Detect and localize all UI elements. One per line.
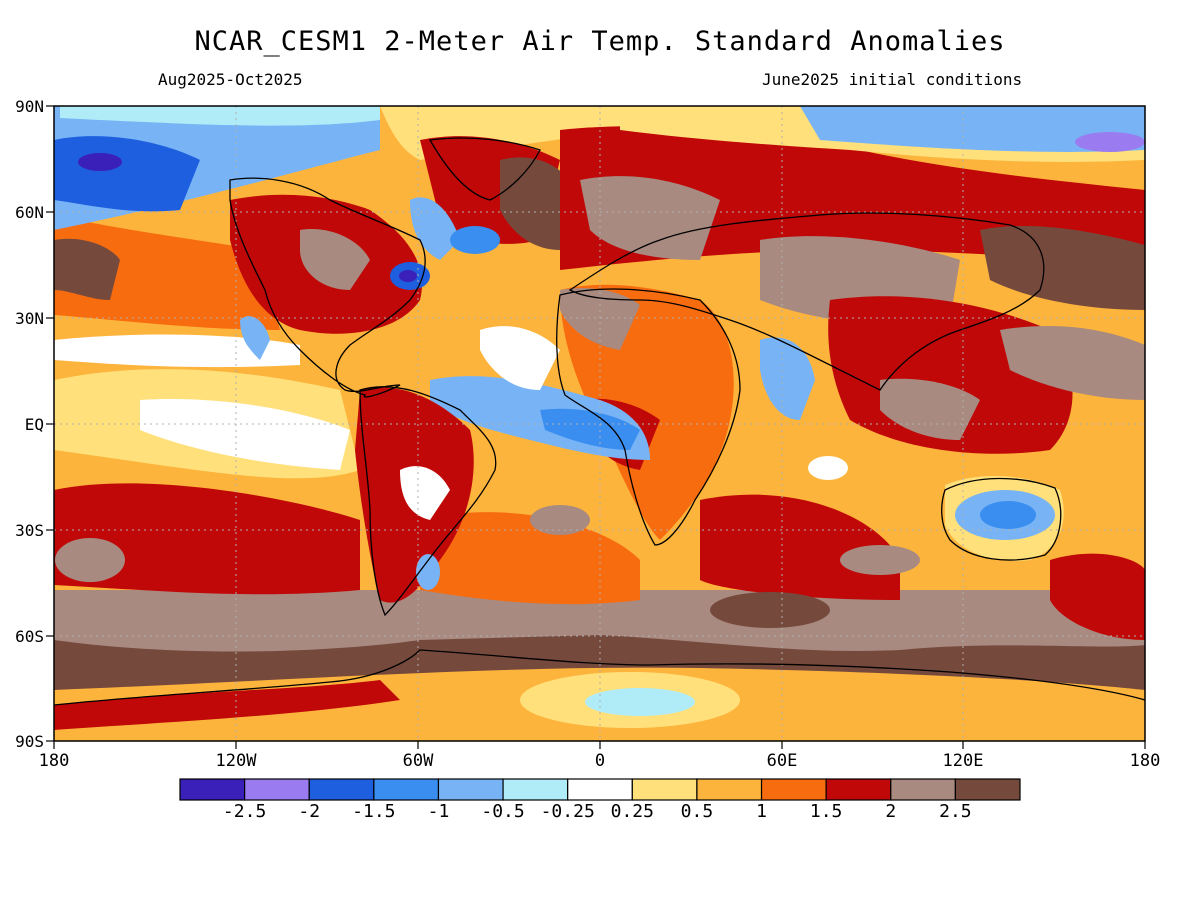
arctic-pale-west bbox=[60, 106, 380, 126]
w-pacific-taupe bbox=[1000, 325, 1145, 400]
colorbar-label-0: -2.5 bbox=[222, 801, 267, 822]
colorbar-swatch-0 bbox=[179, 778, 246, 801]
north-america-coast bbox=[229, 177, 426, 398]
lat-label-30s: 30S bbox=[15, 521, 44, 540]
s-indian-taupe bbox=[840, 545, 920, 575]
graticule bbox=[54, 106, 1145, 741]
australia-cool-core bbox=[980, 501, 1036, 529]
map-title: NCAR_CESM1 2-Meter Air Temp. Standard An… bbox=[194, 26, 1006, 57]
lat-label-30n: 30N bbox=[15, 309, 44, 328]
s-indian-red bbox=[700, 494, 900, 600]
tasman-red bbox=[1050, 553, 1145, 640]
s-atlantic-orange bbox=[420, 512, 640, 605]
colorbar-swatch-2 bbox=[308, 778, 375, 801]
lon-label-180w: 180 bbox=[38, 751, 70, 771]
colorbar-label-11: 2.5 bbox=[939, 801, 972, 822]
antarctica-cool bbox=[585, 688, 695, 716]
lon-label-60e: 60E bbox=[766, 751, 798, 771]
colorbar-label-2: -1.5 bbox=[352, 801, 396, 822]
indian-ocean-taupe bbox=[880, 378, 980, 440]
colorbar-label-4: -0.5 bbox=[481, 801, 525, 822]
colorbar-swatch-12 bbox=[954, 778, 1021, 801]
lon-label-180e: 180 bbox=[1129, 751, 1161, 771]
colorbar bbox=[179, 778, 1021, 801]
arabian-sea-cool bbox=[760, 337, 815, 420]
sahara-taupe bbox=[560, 288, 640, 350]
antarctica-red bbox=[54, 680, 400, 730]
lat-label-90n: 90N bbox=[15, 97, 44, 116]
lat-label-90s: 90S bbox=[15, 732, 44, 751]
s-atlantic-taupe bbox=[530, 505, 590, 535]
alaska-cold-core bbox=[78, 153, 122, 171]
axis-ticks bbox=[46, 105, 1146, 749]
colorbar-label-10: 2 bbox=[885, 801, 897, 822]
africa-coast bbox=[556, 288, 741, 546]
lon-label-120w: 120W bbox=[215, 751, 257, 771]
argentina-cool bbox=[416, 554, 440, 590]
colorbar-label-5: -0.25 bbox=[540, 801, 595, 822]
lat-label-eq: EQ bbox=[24, 415, 44, 434]
colorbar-label-7: 0.5 bbox=[680, 801, 714, 822]
initial-conditions: June2025 initial conditions bbox=[762, 70, 1023, 89]
lon-label-120e: 120E bbox=[942, 751, 984, 771]
colorbar-swatch-4 bbox=[437, 778, 504, 801]
lat-label-60n: 60N bbox=[15, 203, 44, 222]
anomaly-field bbox=[54, 106, 1145, 741]
forecast-period: Aug2025-Oct2025 bbox=[158, 70, 303, 89]
indian-ocean-white bbox=[808, 456, 848, 480]
australia-coast bbox=[941, 477, 1062, 561]
colorbar-swatch-7 bbox=[631, 778, 698, 801]
n-pacific-brown bbox=[54, 238, 120, 300]
colorbar-swatch-8 bbox=[696, 778, 763, 801]
eurasia-coast bbox=[568, 212, 1045, 391]
europe-taupe bbox=[580, 176, 720, 260]
colorbar-label-6: 0.25 bbox=[610, 801, 654, 822]
south-america-coast bbox=[359, 386, 497, 617]
colorbar-label-1: -2 bbox=[298, 801, 321, 822]
coastlines bbox=[54, 137, 1145, 706]
gulf-of-guinea-cool bbox=[540, 408, 640, 450]
ne-pacific-white bbox=[54, 334, 300, 368]
sw-pacific-taupe bbox=[55, 538, 125, 582]
colorbar-label-9: 1.5 bbox=[809, 801, 843, 822]
colorbar-swatch-9 bbox=[760, 778, 827, 801]
antarctica-coast bbox=[54, 649, 1145, 706]
baja-cool bbox=[240, 316, 270, 360]
colorbar-swatch-10 bbox=[825, 778, 892, 801]
n-atlantic-cool bbox=[450, 226, 500, 254]
n-pacific-orange bbox=[54, 215, 280, 330]
colorbar-swatch-1 bbox=[244, 778, 310, 801]
colorbar-swatch-11 bbox=[890, 778, 956, 801]
nw-pacific-brown bbox=[980, 225, 1145, 310]
arctic-violet bbox=[1075, 132, 1145, 152]
s-indian-brown bbox=[710, 592, 830, 628]
lat-label-60s: 60S bbox=[15, 627, 44, 646]
colorbar-swatch-3 bbox=[373, 778, 440, 801]
tropical-pacific-white bbox=[140, 399, 350, 470]
lon-label-60w: 60W bbox=[402, 751, 434, 771]
colorbar-swatch-5 bbox=[502, 778, 569, 801]
n-america-taupe bbox=[300, 229, 370, 290]
colorbar-label-3: -1 bbox=[427, 801, 450, 822]
s-america-white bbox=[400, 466, 450, 520]
atlantic-white bbox=[480, 326, 560, 390]
s-pacific-red bbox=[54, 483, 360, 595]
greenland-coast bbox=[428, 137, 541, 201]
lon-label-0: 0 bbox=[594, 751, 606, 771]
arctic-cool-east bbox=[800, 106, 1145, 152]
colorbar-label-8: 1 bbox=[756, 801, 767, 822]
colorbar-swatch-6 bbox=[567, 778, 633, 801]
great-lakes-cold-core bbox=[399, 270, 417, 282]
